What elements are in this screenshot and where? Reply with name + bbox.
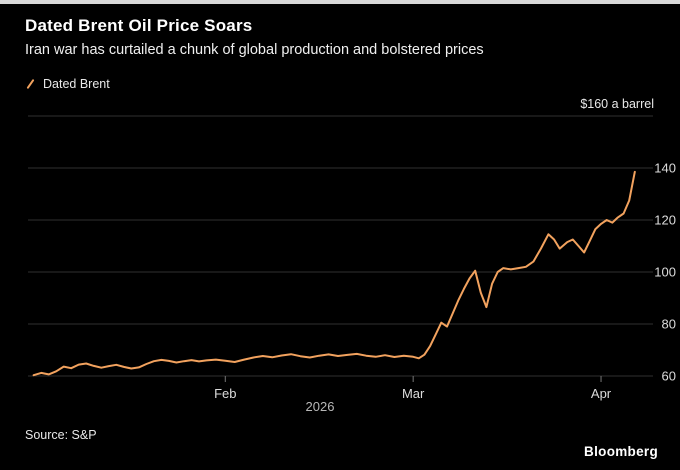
legend-label: Dated Brent	[43, 77, 110, 91]
legend-line-marker	[26, 78, 35, 90]
chart-subtitle: Iran war has curtailed a chunk of global…	[25, 42, 484, 58]
y-tick-label: 100	[654, 265, 676, 280]
brent-price-line-chart: 60 80 100 120 140 Feb Mar Apr	[28, 115, 676, 401]
chart-title: Dated Brent Oil Price Soars	[25, 16, 253, 35]
bloomberg-logo: Bloomberg	[584, 444, 658, 459]
y-axis-unit-label: $160 a barrel	[580, 97, 654, 111]
legend: Dated Brent	[25, 77, 110, 91]
x-tick-label: Apr	[591, 386, 612, 401]
y-tick-label: 80	[662, 317, 676, 332]
x-axis-year-label: 2026	[305, 399, 335, 414]
x-tick-label: Mar	[402, 386, 425, 401]
top-border	[0, 0, 680, 4]
y-tick-label: 60	[662, 369, 676, 384]
y-tick-label: 120	[654, 213, 676, 228]
x-tick-label: Feb	[214, 386, 236, 401]
source-label: Source: S&P	[25, 428, 97, 442]
y-tick-label: 140	[654, 161, 676, 176]
series-line-dated-brent	[32, 170, 636, 377]
